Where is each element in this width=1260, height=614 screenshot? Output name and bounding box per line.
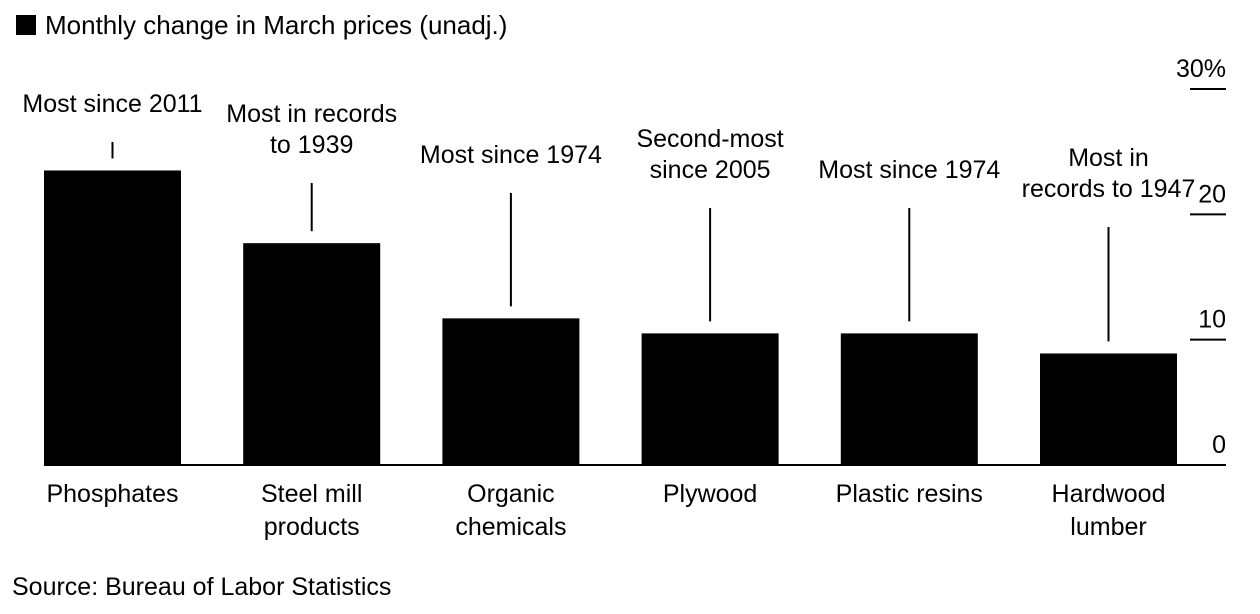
x-tick-label: Phosphates bbox=[46, 480, 178, 508]
annotation-label: Most since 2011 bbox=[22, 90, 202, 118]
annotation-label: Most since 1974 bbox=[420, 141, 602, 169]
legend-swatch bbox=[16, 15, 36, 35]
annotation-label: Most in records to 1939 bbox=[226, 100, 397, 159]
x-tick-label: Steel mill products bbox=[261, 480, 362, 541]
annotation-label: Second-most since 2005 bbox=[636, 125, 783, 184]
y-tick-label: 30% bbox=[1176, 55, 1226, 83]
x-tick-label: Hardwood lumber bbox=[1052, 480, 1166, 541]
annotation-label: Most since 1974 bbox=[818, 156, 1000, 184]
x-tick-label: Organic chemicals bbox=[455, 480, 566, 541]
legend-label: Monthly change in March prices (unadj.) bbox=[45, 9, 508, 40]
bar bbox=[44, 170, 181, 465]
x-tick-label: Plastic resins bbox=[836, 480, 983, 508]
bar bbox=[641, 333, 779, 465]
bar bbox=[243, 243, 381, 465]
bar bbox=[840, 333, 978, 465]
y-tick-label: 10 bbox=[1198, 306, 1226, 334]
source-note: Source: Bureau of Labor Statistics bbox=[12, 573, 392, 601]
legend: Monthly change in March prices (unadj.) bbox=[16, 8, 507, 42]
bar bbox=[442, 318, 580, 465]
bar bbox=[1040, 353, 1177, 465]
y-tick-label: 0 bbox=[1212, 431, 1226, 459]
x-tick-label: Plywood bbox=[663, 480, 758, 508]
annotation-label: Most in records to 1947 bbox=[1022, 144, 1196, 203]
y-tick-label: 20 bbox=[1198, 180, 1226, 208]
